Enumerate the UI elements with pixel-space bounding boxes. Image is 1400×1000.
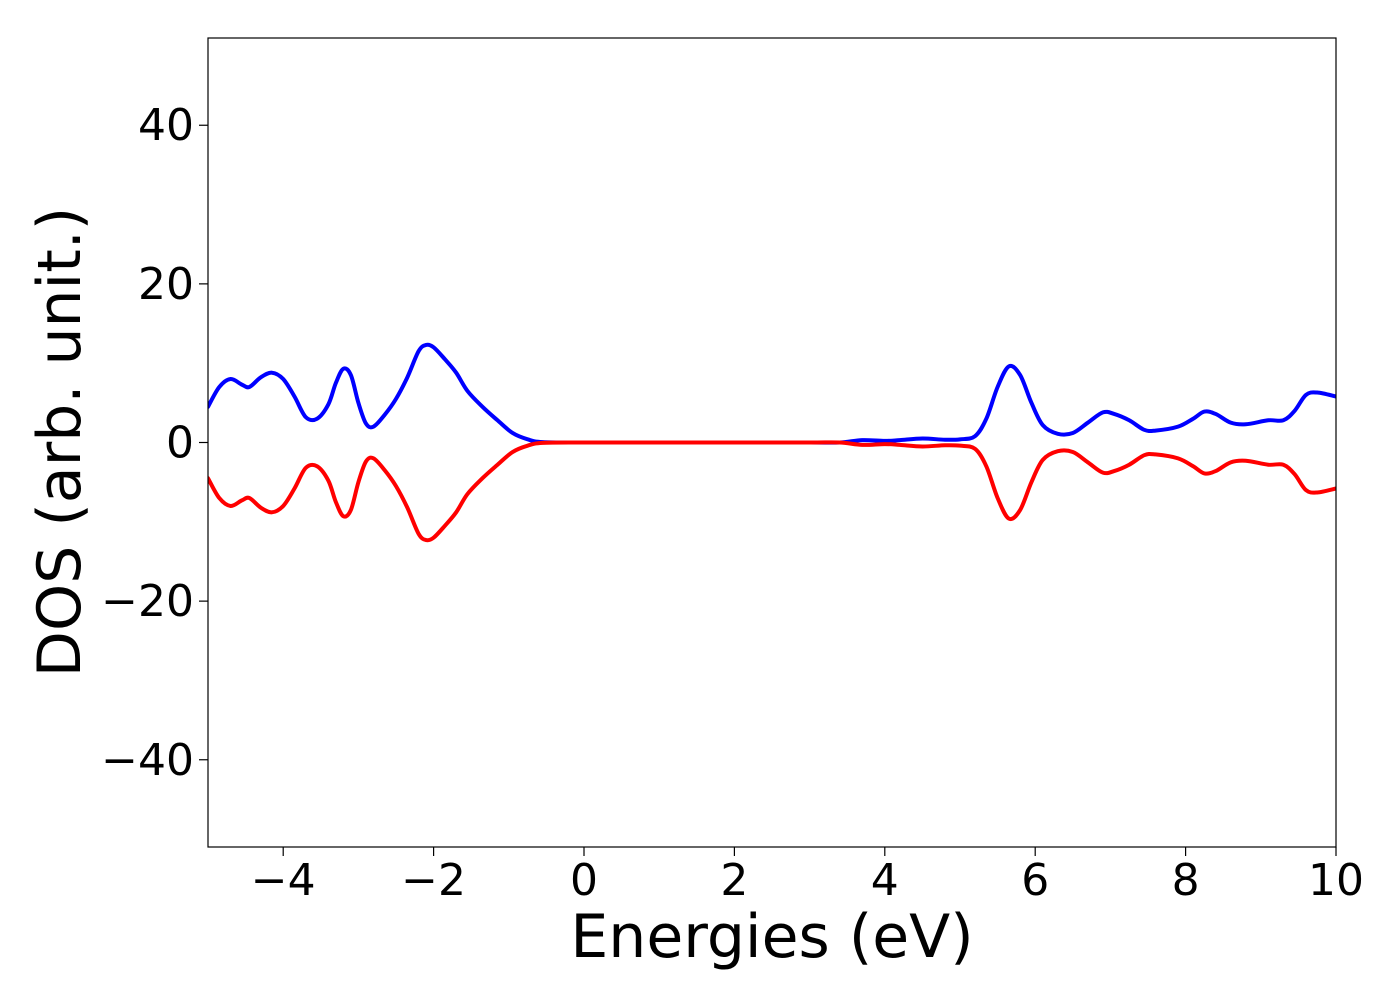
x-tick-label: −2: [401, 855, 466, 906]
x-tick-label: 6: [1021, 855, 1049, 906]
x-tick-label: −4: [251, 855, 316, 906]
y-axis-title: DOS (arb. unit.): [25, 207, 95, 677]
y-tick-label: 40: [138, 100, 194, 151]
x-tick-label: 0: [570, 855, 598, 906]
y-axis-ticks: −40 −20 0 20 40: [101, 100, 208, 786]
x-tick-label: 4: [871, 855, 899, 906]
plot-frame: [207, 37, 1337, 848]
x-tick-label: 2: [720, 855, 748, 906]
y-tick-label: 0: [166, 418, 194, 469]
x-axis-title: Energies (eV): [570, 902, 973, 972]
y-tick-label: −20: [101, 576, 194, 627]
series-layer: [208, 342, 1336, 543]
dos-series-line-2: [208, 440, 1336, 543]
x-tick-label: 8: [1172, 855, 1200, 906]
y-tick-label: 20: [138, 259, 194, 310]
x-axis-ticks: −4 −2 0 2 4 6 8 10: [251, 847, 1364, 906]
x-tick-label: 10: [1308, 855, 1364, 906]
y-tick-label: −40: [101, 735, 194, 786]
